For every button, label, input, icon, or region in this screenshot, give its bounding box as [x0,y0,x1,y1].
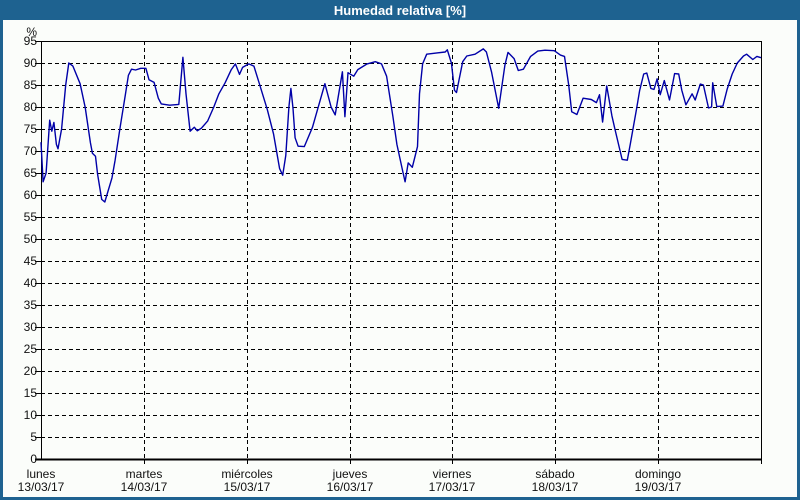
day-name: domingo [634,467,682,481]
day-name: miércoles [221,467,273,481]
day-date: 13/03/17 [17,480,65,494]
y-tick-label: 20 [23,364,37,378]
x-day-label: viernes 17/03/17 [407,468,497,494]
y-tick-label: 40 [23,276,37,290]
humidity-plot [35,41,762,464]
y-tick-label: 25 [23,342,37,356]
day-date: 14/03/17 [120,480,168,494]
day-date: 17/03/17 [428,480,476,494]
y-tick-label: 95 [23,34,37,48]
x-day-label: jueves 16/03/17 [305,468,395,494]
y-tick-label: 85 [23,78,37,92]
x-day-label: sábado 18/03/17 [510,468,600,494]
y-tick-label: 50 [23,232,37,246]
y-tick-label: 35 [23,298,37,312]
y-tick-label: 0 [30,452,37,466]
chart-title: Humedad relativa [%] [333,2,467,18]
y-tick-label: 5 [30,430,37,444]
y-tick-label: 10 [23,408,37,422]
y-tick-label: 45 [23,254,37,268]
y-tick-label: 30 [23,320,37,334]
y-tick-label: 55 [23,210,37,224]
y-axis-unit-label: % [26,25,37,39]
day-date: 19/03/17 [634,480,682,494]
chart-content: % 0 5 10 15 20 25 30 35 40 45 50 55 60 65 70 75 80 85 90 95 l… [3,20,797,497]
day-date: 18/03/17 [531,480,579,494]
humidity-line [40,48,762,203]
y-tick-label: 80 [23,100,37,114]
day-date: 15/03/17 [223,480,271,494]
day-name: martes [125,467,163,481]
x-day-label: domingo 19/03/17 [613,468,703,494]
y-tick-label: 60 [23,188,37,202]
y-tick-label: 70 [23,144,37,158]
y-tick-label: 75 [23,122,37,136]
day-name: sábado [535,467,575,481]
day-name: viernes [432,467,472,481]
x-day-label: martes 14/03/17 [99,468,189,494]
y-tick-label: 15 [23,386,37,400]
day-name: jueves [332,467,368,481]
x-day-label: miércoles 15/03/17 [202,468,292,494]
day-name: lunes [26,467,56,481]
title-bar: Humedad relativa [%] [0,0,800,20]
x-day-label: lunes 13/03/17 [0,468,86,494]
y-tick-label: 65 [23,166,37,180]
day-date: 16/03/17 [326,480,374,494]
y-tick-label: 90 [23,56,37,70]
